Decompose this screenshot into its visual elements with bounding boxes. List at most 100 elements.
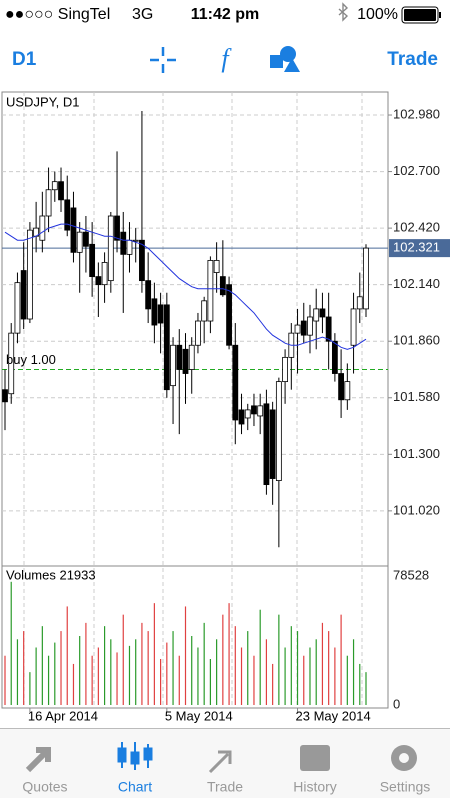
y-tick-label: 101.860	[393, 333, 440, 348]
tab-label[interactable]: Trade	[207, 779, 243, 795]
network: 3G	[132, 6, 153, 23]
candle-body	[176, 344, 183, 370]
candle-body	[201, 300, 208, 322]
candle-body	[331, 340, 338, 374]
candle-body	[282, 356, 288, 383]
tab-label[interactable]: History	[293, 779, 337, 795]
candle-body	[95, 276, 102, 286]
candle-body	[325, 316, 332, 342]
candle-body	[294, 324, 301, 334]
candle-body	[170, 344, 176, 387]
candle-body	[363, 247, 369, 310]
candle-body	[163, 304, 170, 391]
candle-body	[39, 215, 46, 241]
candle-body	[350, 308, 357, 346]
y-tick-label: 101.020	[393, 502, 440, 517]
crosshair-button[interactable]	[150, 47, 176, 73]
moving-average	[4, 223, 367, 350]
timeframe-button[interactable]: D1	[12, 49, 37, 70]
candle-body	[188, 344, 195, 370]
volume-tick-label: 0	[393, 696, 400, 711]
tab-icons	[25, 745, 417, 774]
candle-body	[26, 229, 33, 320]
candle-body	[275, 381, 282, 481]
tab-label[interactable]: Quotes	[22, 779, 67, 795]
battery-icon	[401, 6, 439, 24]
candle-body	[263, 403, 270, 486]
candle-body	[244, 409, 251, 419]
candle-body	[126, 239, 133, 255]
candle-body	[89, 243, 96, 277]
current-price-label: 102.321	[393, 240, 440, 255]
y-tick-label: 102.700	[393, 163, 440, 178]
candle-body	[238, 409, 245, 425]
battery-tip	[439, 12, 441, 18]
order-label: buy 1.00	[6, 352, 56, 367]
x-tick-label: 23 May 2014	[296, 708, 371, 723]
candle-body	[83, 231, 89, 247]
candle-body	[120, 231, 127, 255]
candle-body	[195, 320, 201, 346]
bluetooth-icon	[338, 2, 349, 22]
candle-body	[114, 215, 120, 241]
candle-body	[226, 284, 232, 346]
candle-body	[356, 296, 363, 310]
candle-body	[145, 280, 152, 310]
tab-label[interactable]: Settings	[380, 779, 431, 795]
battery-level: 100%	[357, 6, 398, 23]
y-tick-label: 102.980	[393, 106, 440, 121]
y-tick-label: 101.580	[393, 389, 440, 404]
candle-body	[8, 332, 15, 395]
tab-labels: Quotes Chart Trade History Settings	[22, 779, 430, 795]
candle-body	[45, 189, 52, 217]
candle-body	[157, 304, 164, 324]
candle-body	[58, 181, 64, 201]
candle-body	[251, 405, 257, 415]
candle-body	[20, 270, 27, 320]
clock: 11:42 pm	[191, 6, 259, 23]
candle-body	[70, 207, 77, 253]
candle-body	[101, 262, 108, 286]
volume-tick-label: 78528	[393, 567, 429, 582]
objects-button[interactable]	[270, 46, 300, 72]
y-tick-label: 101.300	[393, 446, 440, 461]
trade-button[interactable]: Trade	[387, 49, 438, 70]
candle-body	[300, 320, 307, 336]
candle-body	[139, 239, 145, 282]
candle-body	[313, 308, 320, 322]
candle-body	[76, 231, 83, 253]
indicators-button[interactable]: f	[221, 44, 232, 73]
candle-body	[344, 381, 351, 401]
chart-tab-icon	[117, 742, 153, 770]
x-tick-label: 16 Apr 2014	[28, 708, 98, 723]
candle-body	[207, 260, 214, 322]
battery-fill	[404, 9, 436, 21]
candle-body	[2, 389, 8, 403]
plot	[2, 92, 388, 708]
candle-body	[219, 276, 226, 296]
volume-title: Volumes 21933	[6, 567, 96, 582]
candle-body	[232, 344, 239, 421]
candle-body	[64, 199, 71, 231]
carrier: ●●○○○ SingTel	[5, 6, 110, 23]
candle-body	[269, 409, 276, 479]
candle-body	[51, 181, 58, 191]
candle-body	[213, 260, 220, 273]
candle-body	[132, 239, 139, 242]
candle-body	[14, 282, 21, 334]
x-tick-label: 5 May 2014	[165, 708, 233, 723]
tab-label[interactable]: Chart	[118, 779, 152, 795]
y-tick-label: 102.420	[393, 220, 440, 235]
candle-body	[319, 308, 326, 318]
candle-body	[307, 316, 313, 336]
current-price-box	[389, 239, 450, 258]
candle-body	[151, 298, 158, 326]
candle-body	[107, 215, 114, 282]
candle-body	[257, 405, 264, 417]
candle-body	[182, 348, 189, 374]
tab-bar	[0, 728, 450, 798]
candle-body	[338, 373, 345, 401]
chart-frame	[1, 91, 389, 709]
chart-title: USDJPY, D1	[6, 94, 79, 109]
